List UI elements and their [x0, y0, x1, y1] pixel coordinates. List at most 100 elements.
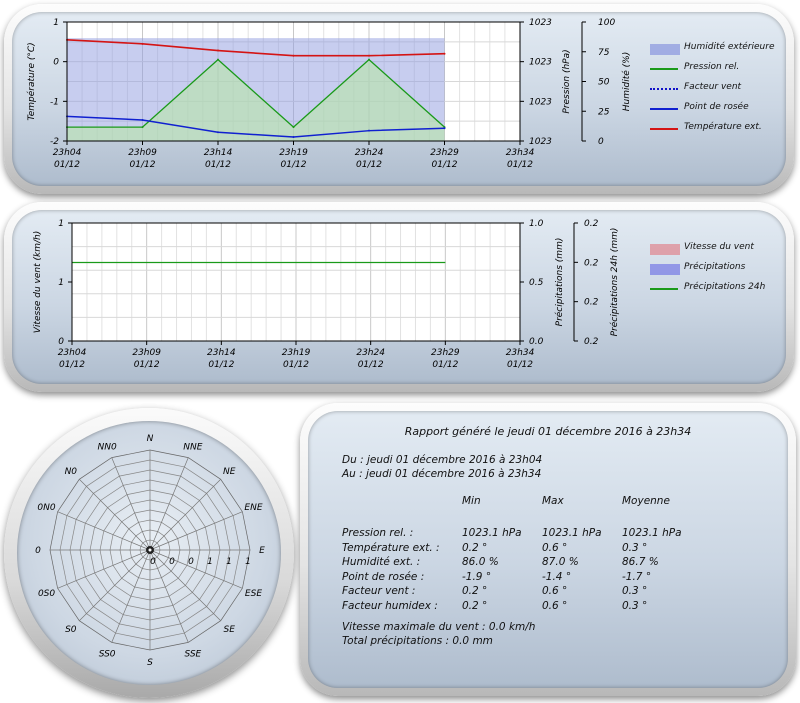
chart1-series-temperature-ext-point [217, 49, 219, 52]
chart1-y2-tick-label: 1023 [529, 18, 552, 28]
chart2-y-tick-label: 1 [58, 219, 64, 229]
chart1-x-tick-date: 01/12 [54, 160, 80, 170]
chart2-x-tick-label: 23h14 [207, 348, 236, 358]
chart1-x-tick-date: 01/12 [205, 160, 231, 170]
chart1-legend-swatch [650, 44, 680, 55]
chart2-x-tick-label: 23h09 [132, 348, 161, 358]
wind-rose-radial-tick: 1 [226, 557, 232, 567]
wind-rose-direction-n0: N0 [65, 467, 78, 477]
report-to: Au : jeudi 01 décembre 2016 à 23h34 [342, 468, 542, 480]
chart2-legend-label: Précipitations 24h [684, 282, 766, 292]
chart1-legend-swatch [650, 108, 678, 110]
chart2-y-tick-label: 0 [58, 337, 64, 347]
wind-rose-bezel [4, 408, 294, 698]
report-row-min: 0.2 ° [462, 599, 488, 612]
chart1-y3-tick-label: 50 [598, 78, 610, 88]
report-row-label: Température ext. : [342, 541, 440, 554]
report-row-label: Point de rosée : [342, 570, 425, 583]
chart1-x-tick-label: 23h19 [279, 148, 308, 158]
chart1-x-tick-label: 23h09 [128, 148, 157, 158]
chart1-series-pression-rel-point [368, 58, 370, 61]
chart1-series-pression-rel-point [217, 58, 219, 61]
report-row-label: Facteur vent : [342, 585, 416, 597]
chart1-series-temperature-ext-point [443, 52, 446, 55]
chart2-x-tick-date: 01/12 [283, 360, 309, 370]
chart1-x-tick-label: 23h04 [53, 148, 82, 158]
report-row-min: 0.2 ° [462, 541, 488, 554]
wind-rose-radial-tick: 1 [207, 557, 213, 567]
wind-rose-spoke [149, 549, 243, 589]
wind-rose-direction-0n0: 0N0 [37, 503, 55, 513]
chart1-x-tick-date: 01/12 [432, 160, 458, 170]
wind-rose-spoke [149, 511, 243, 551]
chart2-legend-label: Vitesse du vent [684, 242, 754, 252]
report-row-min: 0.2 ° [462, 585, 488, 597]
report-header-avg: Moyenne [622, 495, 670, 507]
wind-rose-direction-0: 0 [35, 546, 41, 556]
wind-legend: Vitesse du vent Précipitations Précipitati… [650, 242, 790, 302]
wind-rose: N NNE NE ENE E ESE SE SSE S SS0 S0 0S0 0 0N0 N0 NN0 0 0 0 1… [35, 434, 265, 668]
chart2-x-tick-label: 23h34 [506, 348, 535, 358]
report-row-avg: -1.7 ° [622, 570, 652, 583]
chart1-legend-label: Pression rel. [684, 62, 740, 72]
wind-rose-direction-n: N [147, 434, 154, 444]
wind-rose-direction-sse: SSE [184, 649, 201, 659]
chart2-x-tick-label: 23h04 [58, 348, 87, 358]
chart1-y-axis-label: Température (°C) [26, 42, 37, 120]
report-row-min: 86.0 % [462, 556, 499, 568]
report-panel: Rapport généré le jeudi 01 décembre 2016… [300, 403, 796, 696]
wind-rose-direction-ese: ESE [245, 589, 262, 599]
wind-rose-direction-nne: NNE [183, 443, 202, 453]
chart1-legend-label: Humidité extérieure [684, 42, 775, 52]
report-row-max: -1.4 ° [542, 570, 572, 583]
chart1-legend-swatch [650, 88, 678, 90]
wind-rose-spoke [79, 479, 151, 551]
wind-rose-direction-ss0: SS0 [99, 649, 116, 659]
chart2-y-axis-label: Vitesse du vent (km/h) [33, 231, 43, 333]
chart2-x-tick-date: 01/12 [358, 360, 384, 370]
chart1-y3-tick-label: 0 [598, 137, 604, 147]
chart1-y-tick-label: 0 [53, 58, 59, 68]
wind-rose-radial-tick: 1 [245, 557, 251, 567]
chart2-y2-tick-label: 1.0 [529, 219, 544, 229]
wind-rose-direction-s: S [147, 658, 153, 668]
chart1-legend-label: Point de rosée [684, 102, 749, 112]
chart1-legend-label: Température ext. [684, 122, 762, 132]
chart1-y2-axis-label: Pression (hPa) [562, 49, 572, 113]
chart2-x-tick-date: 01/12 [432, 360, 458, 370]
wind-rose-direction-se: SE [223, 625, 235, 635]
wind-rose-direction-ene: ENE [244, 503, 262, 513]
wind-rose-spoke [57, 549, 151, 589]
chart2-x-tick-date: 01/12 [134, 360, 160, 370]
chart1-series-temperature-ext [66, 39, 445, 57]
chart2-legend-item-vitesse-du-vent: Vitesse du vent [650, 242, 800, 256]
report-inner: Rapport généré le jeudi 01 décembre 2016… [308, 411, 788, 688]
chart2-x-tick-date: 01/12 [507, 360, 533, 370]
chart1-series-point-de-rosee-point [368, 129, 370, 132]
chart1-legend-item-pression-rel: Pression rel. [650, 62, 800, 76]
chart2-legend-swatch [650, 244, 680, 255]
wind-rose-spoke [149, 549, 189, 643]
chart1-series-point-de-rosee-point [443, 127, 446, 130]
chart1-y2-tick-label: 1023 [529, 97, 552, 107]
chart1-series-point-de-rosee [66, 115, 445, 138]
chart1-y3-tick-label: 75 [598, 48, 610, 58]
wind-rose-direction-s0: S0 [65, 625, 77, 635]
chart2-x-tick-label: 23h19 [282, 348, 311, 358]
chart2-y2-tick-label: 0.5 [529, 278, 544, 288]
wind-rose-spoke [111, 549, 151, 643]
chart1-series-point-de-rosee-point [217, 131, 219, 134]
report-row-max: 87.0 % [542, 556, 579, 568]
report-row-avg: 86.7 % [622, 556, 659, 568]
chart1-legend-swatch [650, 128, 678, 130]
chart1-series-pression-rel-point [292, 126, 295, 129]
report-row-max: 1023.1 hPa [542, 527, 602, 539]
chart2-legend-item-precipitations: Précipitations [650, 262, 800, 276]
chart1-y-tick-label: 1 [53, 18, 59, 28]
chart2-y2-tick-label: 0.0 [529, 337, 544, 347]
report-row-avg: 0.3 ° [622, 585, 648, 597]
chart1-legend-item-temperature-ext: Température ext. [650, 122, 800, 136]
chart1-legend-item-humidite-exterieure: Humidité extérieure [650, 42, 800, 56]
report-row-avg: 0.3 ° [622, 599, 648, 612]
chart1-legend-label: Facteur vent [684, 82, 742, 92]
